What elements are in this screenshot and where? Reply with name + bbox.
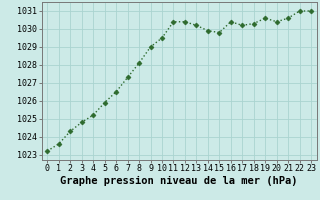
X-axis label: Graphe pression niveau de la mer (hPa): Graphe pression niveau de la mer (hPa) xyxy=(60,176,298,186)
